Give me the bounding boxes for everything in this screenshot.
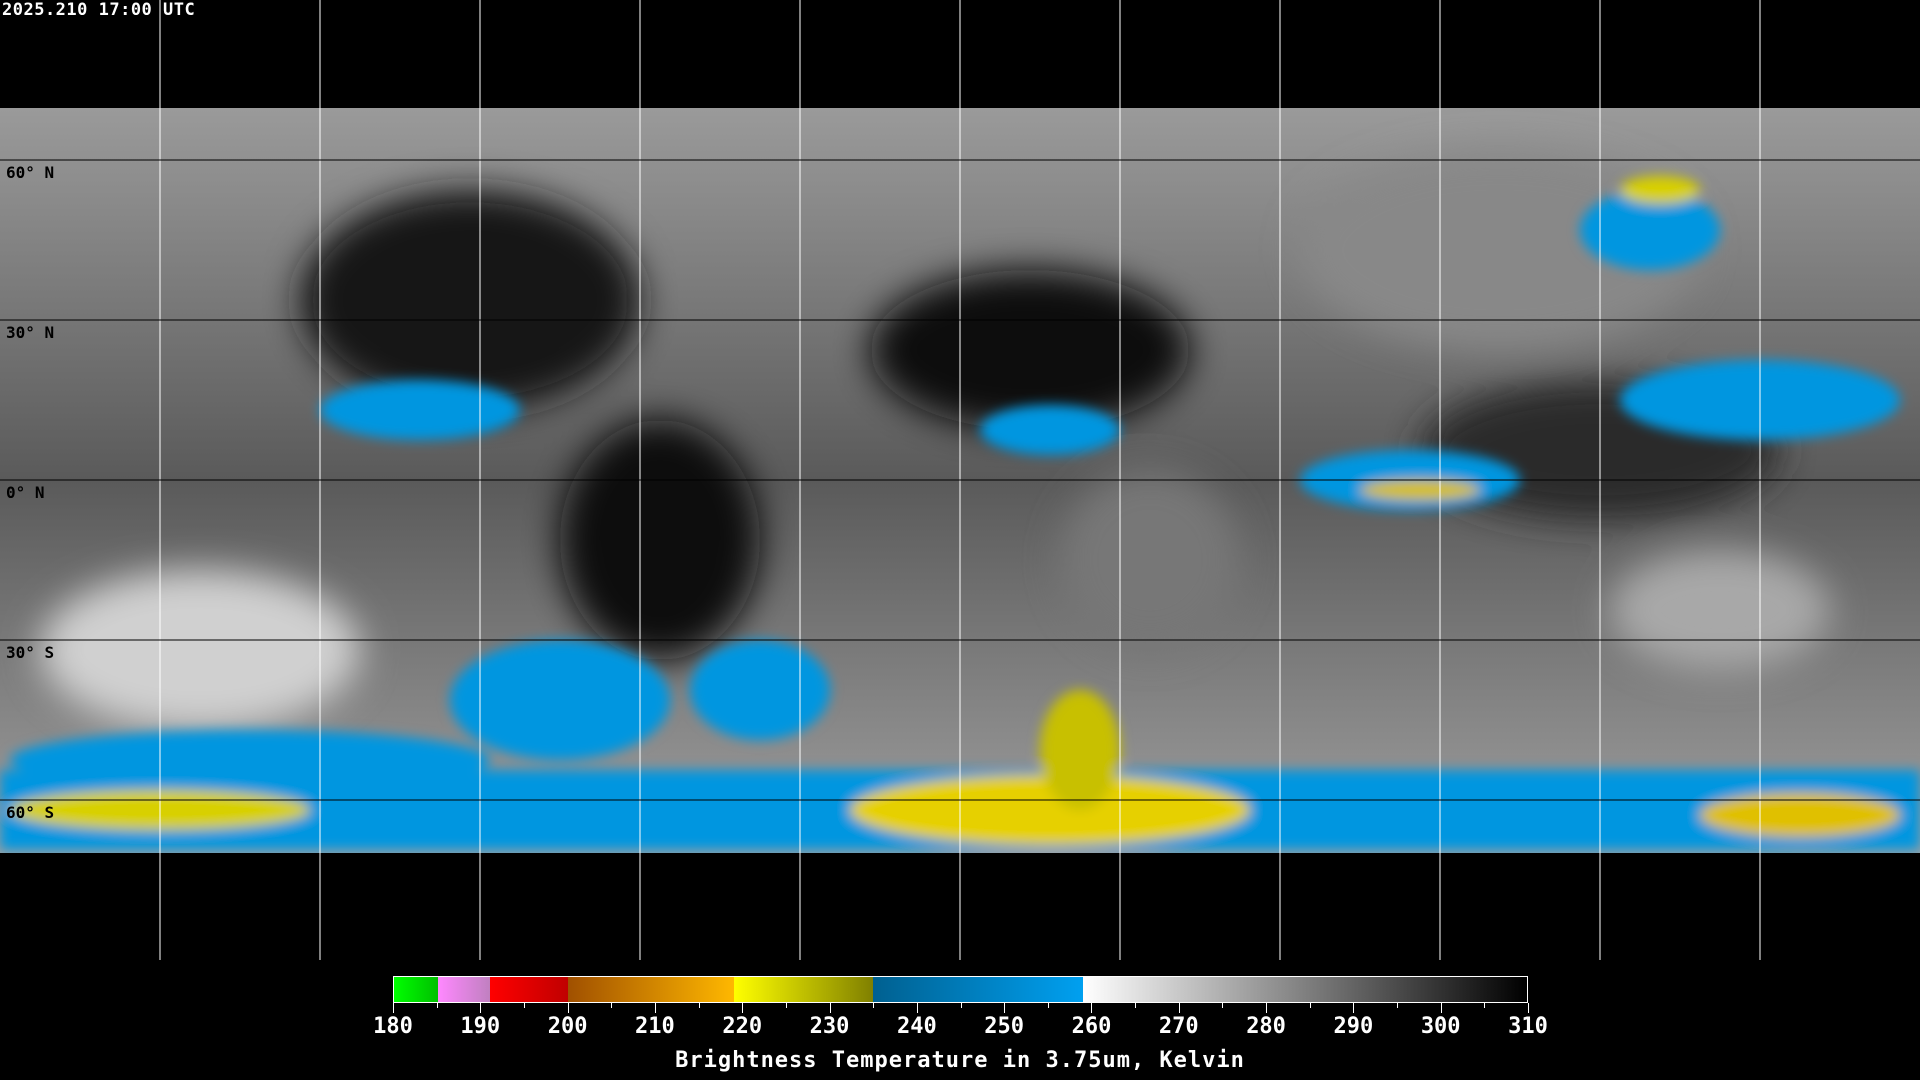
colorbar-tick — [1047, 1003, 1049, 1008]
colorbar-tick-label: 190 — [460, 1014, 501, 1039]
colorbar-tick — [785, 1003, 787, 1008]
colorbar-tick — [436, 1003, 438, 1008]
colorbar-tick — [1353, 1003, 1355, 1013]
lat-label-30n: 30° N — [6, 323, 55, 342]
satellite-brightness-map — [0, 0, 1920, 960]
colorbar-tick — [1528, 1003, 1529, 1013]
colorbar-tick — [567, 1003, 569, 1013]
colorbar-tick — [1440, 1003, 1442, 1013]
colorbar-tick — [1484, 1003, 1486, 1008]
colorbar-tick — [1222, 1003, 1224, 1008]
colorbar-tick — [1178, 1003, 1180, 1013]
colorbar-tick — [393, 1003, 394, 1013]
colorbar-tick-label: 210 — [635, 1014, 675, 1039]
lat-label-60s: 60° S — [6, 803, 55, 822]
colorbar-tick — [960, 1003, 962, 1008]
timestamp: 2025.210 17:00 UTC — [2, 0, 196, 20]
colorbar-tick — [480, 1003, 482, 1013]
colorbar-segment — [873, 977, 1083, 1002]
colorbar-tick-label: 310 — [1508, 1014, 1548, 1039]
lat-lon-grid — [159, 0, 1761, 960]
colorbar-segment — [489, 977, 569, 1002]
colorbar-tick — [1309, 1003, 1311, 1008]
colorbar-segment — [568, 977, 734, 1002]
colorbar-tick — [829, 1003, 831, 1013]
colorbar-tick-label: 300 — [1420, 1014, 1461, 1039]
colorbar-tick — [523, 1003, 525, 1008]
lat-label-30s: 30° S — [6, 643, 55, 662]
colorbar-tick-label: 290 — [1333, 1014, 1374, 1039]
colorbar-tick — [1004, 1003, 1006, 1013]
colorbar-tick-label: 250 — [984, 1014, 1025, 1039]
colorbar-tick — [1266, 1003, 1268, 1013]
colorbar-tick-label: 270 — [1158, 1014, 1199, 1039]
colorbar — [393, 976, 1528, 1003]
lat-label-60n: 60° N — [6, 163, 55, 182]
colorbar-tick — [611, 1003, 613, 1008]
colorbar-tick-label: 230 — [809, 1014, 850, 1039]
colorbar-tick — [916, 1003, 918, 1013]
colorbar-title: Brightness Temperature in 3.75um, Kelvin — [675, 1048, 1245, 1073]
colorbar-tick-label: 260 — [1071, 1014, 1112, 1039]
colorbar-tick — [654, 1003, 656, 1013]
colorbar-tick — [1135, 1003, 1137, 1008]
colorbar-segment — [733, 977, 874, 1002]
lat-label-0n: 0° N — [6, 483, 45, 502]
colorbar-segment — [437, 977, 490, 1002]
colorbar-tick — [1397, 1003, 1399, 1008]
colorbar-tick — [1091, 1003, 1093, 1013]
colorbar-tick-label: 200 — [547, 1014, 588, 1039]
colorbar-tick-label: 220 — [722, 1014, 763, 1039]
colorbar-tick-label: 180 — [373, 1014, 413, 1039]
colorbar-tick-label: 280 — [1246, 1014, 1286, 1039]
colorbar-tick — [873, 1003, 875, 1008]
colorbar-segment — [394, 977, 438, 1002]
colorbar-tick — [742, 1003, 744, 1013]
colorbar-segment — [1082, 977, 1527, 1002]
colorbar-tick-label: 240 — [896, 1014, 937, 1039]
colorbar-tick — [698, 1003, 700, 1008]
